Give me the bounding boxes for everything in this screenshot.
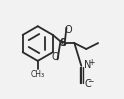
Text: N: N <box>84 60 92 70</box>
Text: −: − <box>87 77 94 86</box>
Text: C: C <box>84 79 91 89</box>
Text: +: + <box>88 58 95 67</box>
Text: O: O <box>52 52 59 62</box>
Text: S: S <box>59 38 66 48</box>
Text: O: O <box>65 25 72 35</box>
Text: CH₃: CH₃ <box>31 70 45 79</box>
